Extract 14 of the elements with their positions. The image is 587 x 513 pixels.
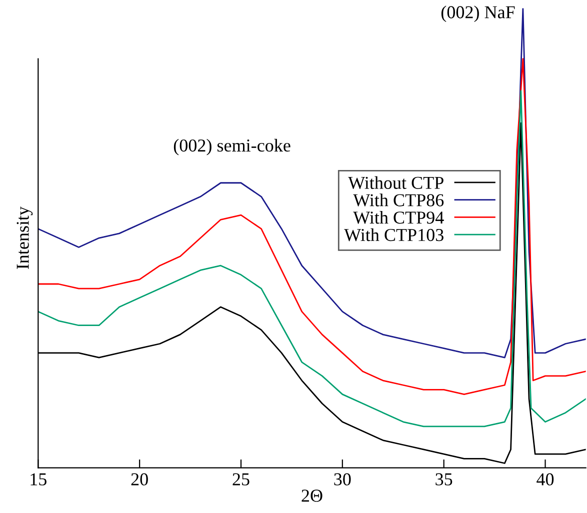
legend-label: With CTP94 <box>353 211 444 224</box>
legend-label: With CTP86 <box>353 194 444 206</box>
x-tick-label: 40 <box>536 473 554 486</box>
x-tick-label: 15 <box>30 473 46 486</box>
annotation: (002) semi-coke <box>174 138 290 156</box>
y-axis-title: Intensity <box>16 206 33 269</box>
x-tick-label: 30 <box>334 473 351 486</box>
legend-label: With CTP103 <box>344 228 444 242</box>
x-axis-title: 2Θ <box>302 490 322 502</box>
x-tick-label: 35 <box>436 473 452 486</box>
annotation: (002) NaF <box>441 6 515 22</box>
x-tick-label: 25 <box>232 473 250 486</box>
legend-label: Without CTP <box>348 176 444 190</box>
x-tick-label: 20 <box>131 473 148 486</box>
